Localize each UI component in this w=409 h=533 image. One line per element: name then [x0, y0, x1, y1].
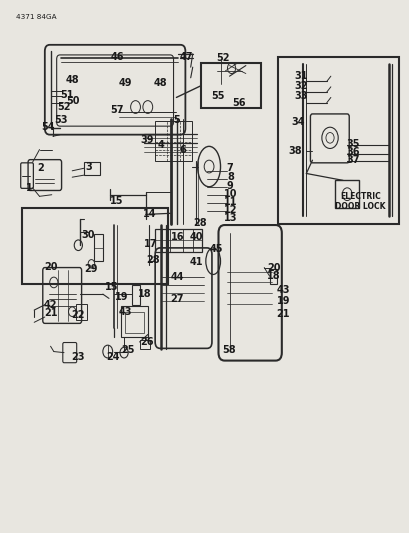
Text: 3: 3 [85, 161, 92, 172]
Text: 10: 10 [223, 189, 236, 199]
Text: 32: 32 [294, 81, 307, 91]
Text: 20: 20 [266, 263, 280, 272]
Bar [132, 285, 140, 305]
Text: 46: 46 [110, 52, 124, 61]
Text: 40: 40 [190, 232, 203, 243]
Bar [121, 306, 147, 337]
Text: 56: 56 [231, 98, 245, 108]
Text: 23: 23 [71, 352, 84, 362]
Text: 17: 17 [144, 239, 157, 249]
Text: 4371 84GA: 4371 84GA [16, 14, 57, 20]
Text: 21: 21 [276, 309, 290, 319]
Text: 48: 48 [153, 78, 166, 88]
Bar [22, 208, 168, 284]
Text: 25: 25 [121, 345, 135, 356]
Text: 52: 52 [57, 102, 71, 112]
Bar [84, 162, 100, 175]
Bar [76, 304, 86, 320]
Bar [155, 229, 202, 252]
Bar [334, 180, 359, 208]
Text: 50: 50 [67, 95, 80, 106]
Text: 20: 20 [44, 262, 57, 271]
Text: 9: 9 [227, 181, 233, 191]
Text: 19: 19 [114, 292, 128, 302]
Text: 51: 51 [60, 90, 74, 100]
Text: 1: 1 [26, 183, 33, 193]
Text: ELECTRIC
DOOR LOCK: ELECTRIC DOOR LOCK [334, 192, 384, 212]
Text: 29: 29 [83, 264, 97, 274]
Bar [200, 63, 261, 108]
Text: 34: 34 [291, 117, 304, 127]
Text: 5: 5 [173, 115, 179, 125]
Text: 43: 43 [118, 306, 132, 317]
Text: 18: 18 [137, 289, 151, 299]
Text: 13: 13 [223, 213, 236, 223]
Text: 18: 18 [266, 271, 280, 281]
Text: 22: 22 [71, 310, 84, 320]
Text: 43: 43 [276, 286, 290, 295]
Bar [277, 56, 398, 224]
Text: 36: 36 [345, 147, 359, 157]
Text: 30: 30 [82, 230, 95, 240]
Text: 52: 52 [216, 53, 229, 63]
Text: 19: 19 [276, 296, 290, 306]
Text: 27: 27 [170, 294, 184, 304]
Text: 47: 47 [180, 52, 193, 61]
Text: 41: 41 [190, 257, 203, 267]
Text: 21: 21 [44, 308, 57, 318]
Text: 58: 58 [221, 345, 235, 356]
Text: 35: 35 [345, 139, 359, 149]
Text: 33: 33 [294, 91, 307, 101]
Text: 26: 26 [140, 337, 153, 347]
Text: 14: 14 [143, 209, 156, 220]
Text: 37: 37 [345, 155, 359, 165]
Text: 16: 16 [170, 232, 184, 243]
Text: 15: 15 [105, 282, 118, 292]
Text: 54: 54 [41, 122, 54, 132]
Text: 57: 57 [110, 104, 124, 115]
Bar [269, 269, 276, 284]
Text: 39: 39 [140, 135, 153, 145]
Text: 8: 8 [226, 172, 233, 182]
Text: 55: 55 [211, 91, 224, 101]
Bar [155, 122, 191, 161]
Text: 31: 31 [294, 71, 307, 81]
Text: 28: 28 [146, 255, 159, 265]
Text: 11: 11 [223, 197, 236, 207]
Text: 2: 2 [37, 163, 44, 173]
Text: 6: 6 [179, 144, 185, 155]
Text: 45: 45 [209, 245, 222, 254]
Text: 44: 44 [170, 272, 184, 282]
Text: 15: 15 [110, 196, 124, 206]
Text: 38: 38 [288, 146, 301, 156]
Text: 42: 42 [44, 300, 57, 310]
Text: 28: 28 [193, 218, 207, 228]
Text: 7: 7 [226, 163, 232, 173]
Text: 53: 53 [54, 115, 68, 125]
Text: 24: 24 [106, 352, 119, 362]
Text: 4: 4 [157, 140, 164, 150]
Bar [94, 233, 103, 261]
Bar [139, 341, 149, 349]
Text: 49: 49 [118, 78, 132, 88]
Text: 12: 12 [223, 205, 236, 215]
Bar [125, 312, 144, 333]
Text: 48: 48 [65, 76, 79, 85]
